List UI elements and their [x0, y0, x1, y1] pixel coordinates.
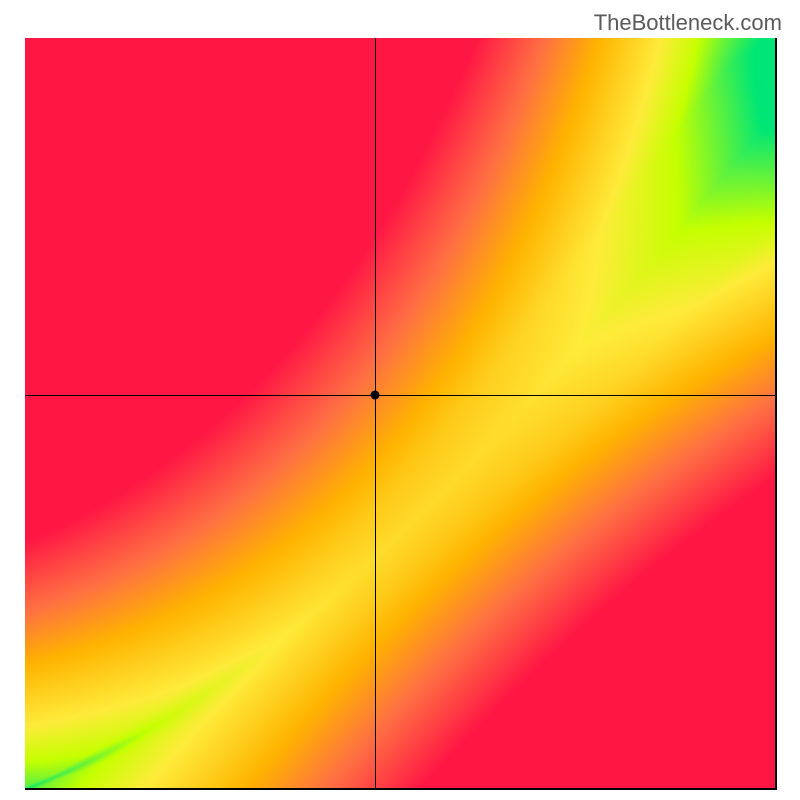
plot-border-bottom	[25, 788, 777, 790]
plot-border-right	[775, 38, 777, 790]
crosshair-marker	[370, 391, 379, 400]
watermark-text: TheBottleneck.com	[594, 10, 782, 36]
crosshair-vertical	[375, 38, 376, 790]
heatmap-canvas	[25, 38, 777, 790]
crosshair-horizontal	[25, 395, 777, 396]
heatmap-plot	[25, 38, 777, 790]
